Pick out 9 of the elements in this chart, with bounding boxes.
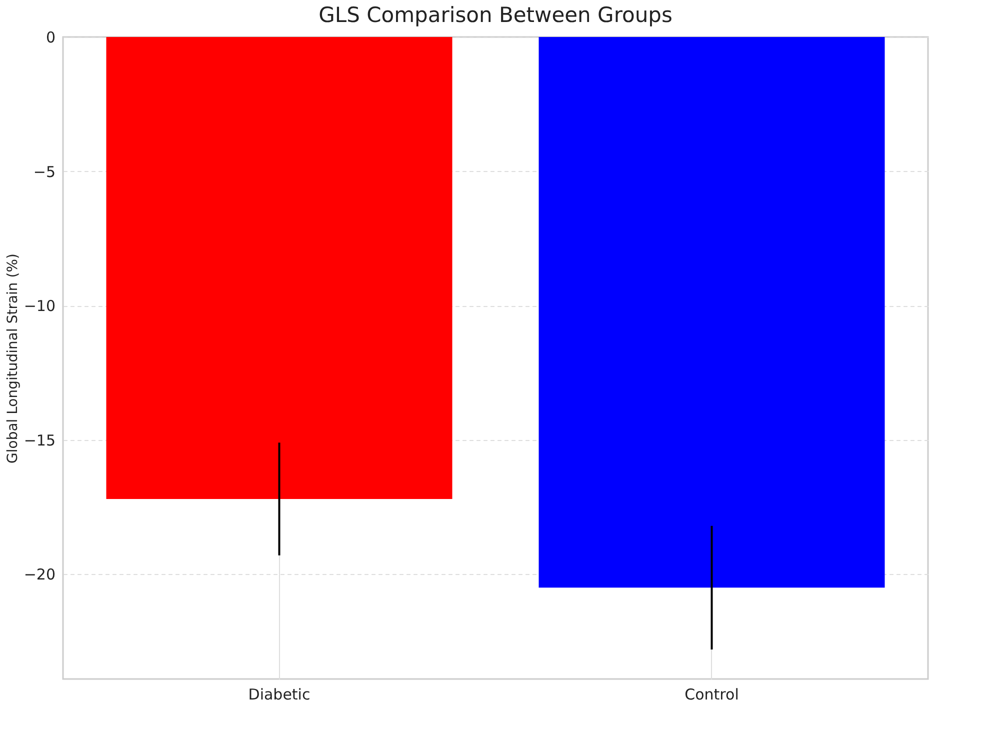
y-axis-title: Global Longitudinal Strain (%): [4, 254, 21, 464]
y-tick-label: 0: [46, 28, 56, 46]
y-tick-label: −15: [24, 431, 56, 450]
x-tick-label: Control: [684, 686, 739, 704]
y-tick-label: −10: [24, 297, 56, 316]
y-tick-label: −5: [33, 162, 56, 181]
chart-title: GLS Comparison Between Groups: [318, 3, 672, 27]
x-tick-label: Diabetic: [248, 686, 310, 704]
y-tick-label: −20: [24, 566, 56, 584]
